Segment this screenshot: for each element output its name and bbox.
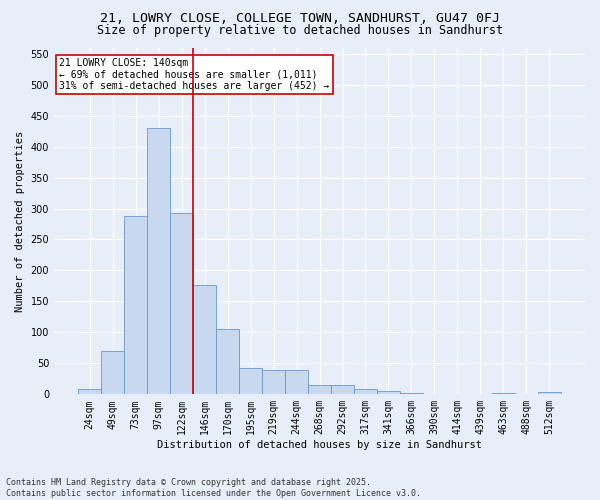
Text: 21 LOWRY CLOSE: 140sqm
← 69% of detached houses are smaller (1,011)
31% of semi-: 21 LOWRY CLOSE: 140sqm ← 69% of detached… bbox=[59, 58, 329, 91]
Text: Size of property relative to detached houses in Sandhurst: Size of property relative to detached ho… bbox=[97, 24, 503, 37]
Text: Contains HM Land Registry data © Crown copyright and database right 2025.
Contai: Contains HM Land Registry data © Crown c… bbox=[6, 478, 421, 498]
Text: 21, LOWRY CLOSE, COLLEGE TOWN, SANDHURST, GU47 0FJ: 21, LOWRY CLOSE, COLLEGE TOWN, SANDHURST… bbox=[100, 12, 500, 26]
Bar bbox=[538, 392, 561, 394]
Bar bbox=[262, 370, 285, 394]
Y-axis label: Number of detached properties: Number of detached properties bbox=[15, 130, 25, 312]
Bar bbox=[147, 128, 170, 394]
Bar bbox=[170, 214, 193, 394]
X-axis label: Distribution of detached houses by size in Sandhurst: Distribution of detached houses by size … bbox=[157, 440, 482, 450]
Bar bbox=[124, 216, 147, 394]
Bar bbox=[285, 370, 308, 394]
Bar bbox=[193, 284, 216, 395]
Bar bbox=[377, 391, 400, 394]
Bar bbox=[101, 351, 124, 395]
Bar bbox=[78, 390, 101, 394]
Bar bbox=[400, 393, 423, 394]
Bar bbox=[492, 393, 515, 394]
Bar bbox=[308, 385, 331, 394]
Bar bbox=[331, 385, 354, 394]
Bar bbox=[239, 368, 262, 394]
Bar bbox=[354, 390, 377, 394]
Bar bbox=[216, 330, 239, 394]
